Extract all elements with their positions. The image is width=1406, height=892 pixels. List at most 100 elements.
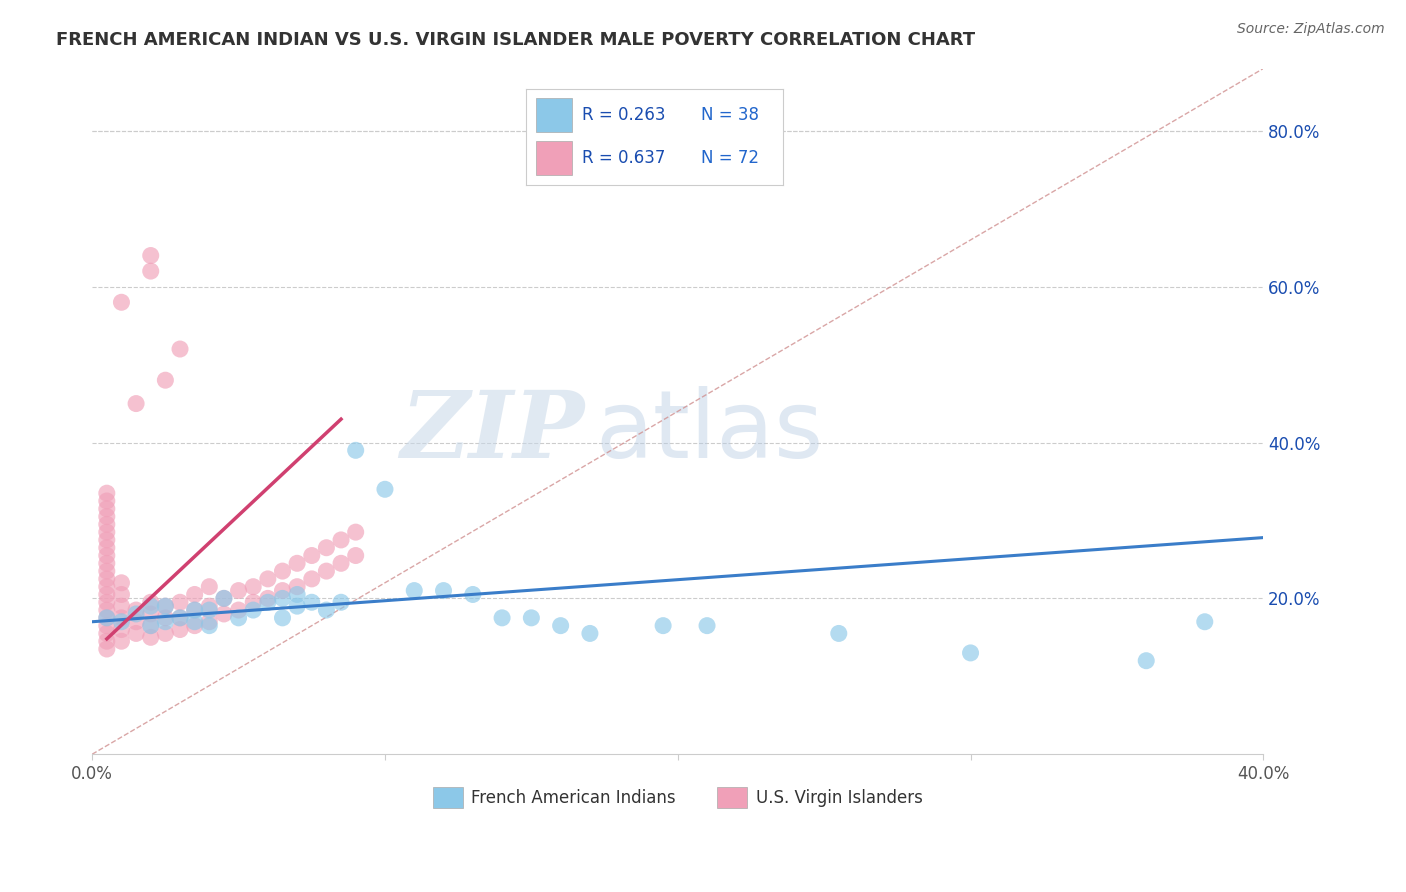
Point: [96, 603, 118, 617]
Point: [344, 443, 367, 458]
Point: [139, 618, 162, 632]
Point: [96, 642, 118, 657]
Point: [96, 501, 118, 516]
Point: [652, 618, 675, 632]
Point: [96, 587, 118, 601]
Point: [257, 595, 280, 609]
Point: [330, 595, 353, 609]
Point: [242, 595, 264, 609]
Point: [96, 541, 118, 555]
Point: [1194, 615, 1216, 629]
Point: [125, 603, 148, 617]
Text: FRENCH AMERICAN INDIAN VS U.S. VIRGIN ISLANDER MALE POVERTY CORRELATION CHART: FRENCH AMERICAN INDIAN VS U.S. VIRGIN IS…: [56, 31, 976, 49]
Point: [139, 630, 162, 644]
Point: [169, 623, 191, 637]
Point: [198, 618, 221, 632]
Point: [110, 634, 132, 648]
Point: [315, 541, 337, 555]
Point: [139, 618, 162, 632]
Point: [242, 580, 264, 594]
Point: [96, 494, 118, 508]
Point: [228, 611, 250, 625]
Point: [344, 549, 367, 563]
Point: [96, 486, 118, 500]
Point: [96, 634, 118, 648]
Point: [169, 342, 191, 356]
Point: [110, 295, 132, 310]
Point: [139, 264, 162, 278]
Point: [301, 549, 323, 563]
Point: [285, 580, 308, 594]
Point: [330, 533, 353, 547]
Point: [96, 517, 118, 532]
Point: [432, 583, 454, 598]
Point: [491, 611, 513, 625]
Point: [696, 618, 718, 632]
Point: [301, 572, 323, 586]
Point: [183, 587, 205, 601]
Point: [139, 607, 162, 621]
Text: atlas: atlas: [596, 386, 824, 478]
Point: [1135, 654, 1157, 668]
Point: [285, 587, 308, 601]
Point: [155, 599, 177, 614]
Point: [257, 572, 280, 586]
Point: [110, 599, 132, 614]
Point: [96, 626, 118, 640]
Point: [212, 591, 235, 606]
Point: [110, 611, 132, 625]
Point: [125, 607, 148, 621]
Point: [125, 396, 148, 410]
Point: [155, 615, 177, 629]
Legend: French American Indians, U.S. Virgin Islanders: French American Indians, U.S. Virgin Isl…: [426, 780, 929, 814]
Point: [110, 587, 132, 601]
Point: [212, 607, 235, 621]
Point: [330, 557, 353, 571]
Point: [96, 572, 118, 586]
Point: [169, 611, 191, 625]
Point: [344, 525, 367, 540]
Point: [96, 509, 118, 524]
Point: [96, 549, 118, 563]
Point: [155, 611, 177, 625]
Point: [198, 599, 221, 614]
Point: [96, 611, 118, 625]
Point: [183, 603, 205, 617]
Point: [285, 557, 308, 571]
Point: [271, 583, 294, 598]
Point: [96, 557, 118, 571]
Point: [271, 591, 294, 606]
Point: [212, 591, 235, 606]
Point: [315, 603, 337, 617]
Point: [315, 564, 337, 578]
Point: [139, 595, 162, 609]
Point: [96, 595, 118, 609]
Point: [271, 564, 294, 578]
Point: [96, 533, 118, 547]
Point: [520, 611, 543, 625]
Point: [198, 580, 221, 594]
Point: [125, 626, 148, 640]
Point: [257, 591, 280, 606]
Point: [242, 603, 264, 617]
Point: [96, 611, 118, 625]
Point: [183, 615, 205, 629]
Point: [183, 618, 205, 632]
Point: [96, 564, 118, 578]
Point: [110, 615, 132, 629]
Point: [828, 626, 851, 640]
Point: [228, 603, 250, 617]
Point: [959, 646, 981, 660]
Point: [96, 618, 118, 632]
Point: [110, 623, 132, 637]
Point: [285, 599, 308, 614]
Point: [374, 483, 396, 497]
Point: [110, 575, 132, 590]
Point: [155, 373, 177, 387]
Point: [198, 603, 221, 617]
Point: [579, 626, 602, 640]
Text: ZIP: ZIP: [399, 387, 583, 477]
Point: [155, 626, 177, 640]
Text: Source: ZipAtlas.com: Source: ZipAtlas.com: [1237, 22, 1385, 37]
Point: [155, 599, 177, 614]
